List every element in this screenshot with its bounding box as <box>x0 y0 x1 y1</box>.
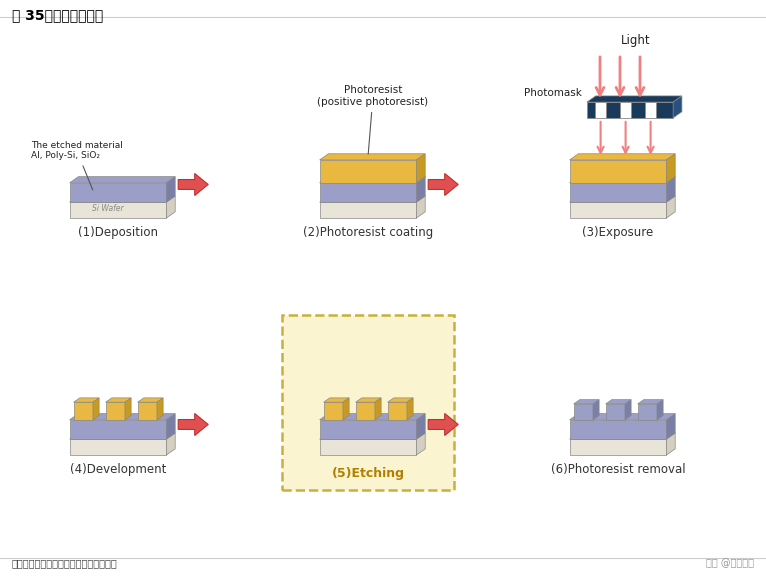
Text: 资料来源：薮东西内参，天风证券研究所: 资料来源：薮东西内参，天风证券研究所 <box>12 558 118 568</box>
Polygon shape <box>574 400 599 404</box>
Polygon shape <box>645 102 656 118</box>
Polygon shape <box>606 404 625 420</box>
Polygon shape <box>125 398 131 420</box>
Polygon shape <box>570 420 666 439</box>
Polygon shape <box>138 402 157 420</box>
Polygon shape <box>417 154 425 183</box>
Polygon shape <box>570 177 675 183</box>
Text: The etched material
Al, Poly-Si, SiO₂: The etched material Al, Poly-Si, SiO₂ <box>31 141 123 190</box>
Polygon shape <box>407 398 413 420</box>
Polygon shape <box>166 196 175 218</box>
Polygon shape <box>417 414 425 439</box>
Polygon shape <box>570 196 675 202</box>
Polygon shape <box>388 398 413 402</box>
Polygon shape <box>570 183 666 202</box>
Polygon shape <box>138 398 163 402</box>
Polygon shape <box>323 402 343 420</box>
Polygon shape <box>595 102 607 118</box>
Text: 图 35：光刻技术图示: 图 35：光刻技术图示 <box>12 8 103 22</box>
Polygon shape <box>593 400 599 420</box>
FancyBboxPatch shape <box>282 315 454 490</box>
Polygon shape <box>70 439 166 455</box>
Text: (2)Photoresist coating: (2)Photoresist coating <box>303 226 433 239</box>
Text: (1)Deposition: (1)Deposition <box>78 226 158 239</box>
Polygon shape <box>178 413 208 436</box>
Polygon shape <box>319 183 417 202</box>
Text: Photomask: Photomask <box>524 88 582 98</box>
Text: 头条 @未来智库: 头条 @未来智库 <box>706 558 754 568</box>
Polygon shape <box>70 414 175 420</box>
Text: (4)Development: (4)Development <box>70 463 166 476</box>
Polygon shape <box>637 404 657 420</box>
Polygon shape <box>319 420 417 439</box>
Polygon shape <box>417 196 425 218</box>
Text: Photoresist
(positive photoresist): Photoresist (positive photoresist) <box>317 85 428 154</box>
Polygon shape <box>570 160 666 183</box>
Text: (3)Exposure: (3)Exposure <box>582 226 653 239</box>
Polygon shape <box>673 96 682 118</box>
Polygon shape <box>570 433 675 439</box>
Polygon shape <box>417 177 425 202</box>
Polygon shape <box>319 154 425 160</box>
Polygon shape <box>106 398 131 402</box>
Polygon shape <box>157 398 163 420</box>
Polygon shape <box>666 177 675 202</box>
Polygon shape <box>570 154 675 160</box>
Text: (5)Etching: (5)Etching <box>332 467 404 480</box>
Polygon shape <box>428 413 458 436</box>
Polygon shape <box>70 433 175 439</box>
Polygon shape <box>323 398 349 402</box>
Polygon shape <box>657 400 663 420</box>
Polygon shape <box>343 398 349 420</box>
Polygon shape <box>355 398 381 402</box>
Polygon shape <box>417 433 425 455</box>
Polygon shape <box>319 414 425 420</box>
Polygon shape <box>574 404 593 420</box>
Polygon shape <box>606 400 631 404</box>
Polygon shape <box>666 154 675 183</box>
Polygon shape <box>388 402 407 420</box>
Polygon shape <box>319 433 425 439</box>
Polygon shape <box>666 433 675 455</box>
Polygon shape <box>70 177 175 183</box>
Polygon shape <box>428 174 458 195</box>
Polygon shape <box>178 174 208 195</box>
Polygon shape <box>70 183 166 202</box>
Polygon shape <box>666 196 675 218</box>
Polygon shape <box>570 202 666 218</box>
Text: Light: Light <box>621 34 651 47</box>
Polygon shape <box>666 414 675 439</box>
Polygon shape <box>319 177 425 183</box>
Polygon shape <box>319 202 417 218</box>
Text: (6)Photoresist removal: (6)Photoresist removal <box>551 463 686 476</box>
Polygon shape <box>74 402 93 420</box>
Polygon shape <box>375 398 381 420</box>
Polygon shape <box>166 414 175 439</box>
Polygon shape <box>70 196 175 202</box>
Polygon shape <box>319 160 417 183</box>
Polygon shape <box>620 102 631 118</box>
Polygon shape <box>319 439 417 455</box>
Polygon shape <box>93 398 99 420</box>
Polygon shape <box>570 414 675 420</box>
Polygon shape <box>70 420 166 439</box>
Text: Si Wafer: Si Wafer <box>92 204 124 213</box>
Polygon shape <box>74 398 99 402</box>
Polygon shape <box>625 400 631 420</box>
Polygon shape <box>355 402 375 420</box>
Polygon shape <box>166 177 175 202</box>
Polygon shape <box>637 400 663 404</box>
Polygon shape <box>319 196 425 202</box>
Polygon shape <box>587 102 673 118</box>
Polygon shape <box>70 202 166 218</box>
Polygon shape <box>106 402 125 420</box>
Polygon shape <box>587 96 682 102</box>
Polygon shape <box>570 439 666 455</box>
Polygon shape <box>166 433 175 455</box>
